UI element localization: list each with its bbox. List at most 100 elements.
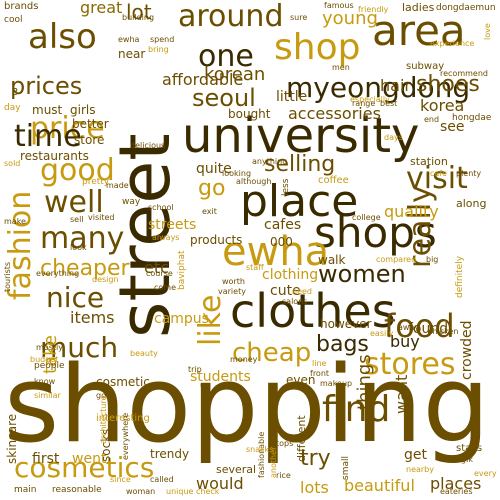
word-2: 2 xyxy=(204,451,212,465)
word-walk: walk xyxy=(318,253,346,267)
word-recommend: recommend xyxy=(440,69,488,78)
word-chicken: chicken xyxy=(428,327,459,336)
word-easily: easily xyxy=(370,329,394,338)
word-cheaper: cheaper xyxy=(40,256,130,281)
word-area: area xyxy=(372,6,466,55)
word-us: us xyxy=(200,381,210,390)
word-shoes: shoes xyxy=(416,72,480,97)
word-skincare: skincare xyxy=(5,413,19,464)
word-visited: visited xyxy=(88,213,115,222)
word-visit: visit xyxy=(406,161,468,196)
word-experience: experience xyxy=(430,39,475,48)
word-prices: prices xyxy=(10,72,83,100)
word-etc: etc xyxy=(144,258,169,277)
word-university: university xyxy=(182,108,420,164)
word-women: women xyxy=(318,260,406,288)
word-place: place xyxy=(240,176,359,227)
word-price: price xyxy=(30,111,105,146)
word-big: big xyxy=(426,255,439,264)
word-course: course xyxy=(146,269,173,278)
word-dongdaemun: dongdaemun xyxy=(436,3,496,13)
word-things: things xyxy=(354,354,375,410)
word-food: food xyxy=(384,307,455,345)
word-however: however xyxy=(320,317,372,331)
word-cool: cool xyxy=(4,15,23,25)
word-quite: quite xyxy=(196,161,232,177)
word-want: want xyxy=(392,374,411,414)
word-sold: sold xyxy=(4,159,21,168)
word-brands: brands xyxy=(4,1,39,12)
word-need: need xyxy=(292,287,312,296)
word-rice: rice xyxy=(276,471,291,480)
word-plenty: plenty xyxy=(456,169,482,178)
word-stalls: stalls xyxy=(456,443,483,454)
word-quality: quality xyxy=(384,202,439,221)
word-look: look xyxy=(70,243,87,252)
word-subway: subway xyxy=(406,61,445,72)
word-crowded: crowded xyxy=(459,320,475,380)
word-affordable: affordable xyxy=(162,70,244,89)
word-famous: famous xyxy=(324,1,354,10)
word-friendly: friendly xyxy=(358,5,389,14)
word-ewha-small: ewha xyxy=(118,35,140,44)
word-would: would xyxy=(196,474,244,493)
word-near: near xyxy=(118,47,146,61)
word-got: got xyxy=(96,391,110,400)
word-small: small xyxy=(341,456,351,480)
word-myeongdong: myeongdong xyxy=(286,71,471,104)
word-beautiful: beautiful xyxy=(344,476,415,495)
word-ewha: ewha xyxy=(222,229,330,275)
word-selling: selling xyxy=(264,152,336,177)
word-made: made xyxy=(106,181,129,190)
word-hair: hair xyxy=(380,76,411,95)
word-hongik: hongik xyxy=(446,455,473,464)
word-school: school xyxy=(148,203,174,212)
word-station: station xyxy=(410,155,448,168)
word-beauty: beauty xyxy=(130,349,158,358)
word-shop: shop xyxy=(274,27,361,68)
word-snacks: snacks xyxy=(246,445,274,454)
word-mostly: mostly xyxy=(36,343,63,352)
word-spend: spend xyxy=(150,35,175,44)
word-much: much xyxy=(40,331,119,364)
word-must: must xyxy=(32,103,63,117)
word-every: every xyxy=(474,469,497,478)
word-trendy: trendy xyxy=(150,447,190,461)
word-cafes: cafes xyxy=(264,217,302,233)
word-clothes: clothes xyxy=(230,284,396,338)
word-many: many xyxy=(40,221,125,256)
word-day: day xyxy=(4,103,21,113)
word-compared: compared xyxy=(376,255,417,264)
word-lots: lots xyxy=(300,478,329,497)
word-streets: streets xyxy=(148,217,197,233)
word-sell: sell xyxy=(70,215,84,224)
word-sure: sure xyxy=(290,13,308,22)
word-000: 000 xyxy=(270,235,293,249)
word-little: little xyxy=(276,89,308,105)
word-men: men xyxy=(332,63,350,72)
word-best: best xyxy=(380,99,398,108)
word-since: since xyxy=(110,475,131,484)
word-especially: especially xyxy=(350,95,390,104)
word-reasonable: reasonable xyxy=(52,485,102,495)
word-called: called xyxy=(150,475,174,484)
word-well: well xyxy=(44,185,104,220)
word-coffee: coffee xyxy=(318,175,349,186)
word-time: time xyxy=(14,119,82,154)
word-hongdae: hongdae xyxy=(452,113,492,123)
word-architecture: architecture xyxy=(99,395,108,444)
word-several: several xyxy=(216,463,257,476)
word-baviphat: baviphat xyxy=(177,250,187,290)
word-clothing: clothing xyxy=(262,267,319,283)
word-budget: budget xyxy=(30,355,59,364)
word-cafe: cafe xyxy=(430,169,448,178)
word-products: products xyxy=(190,233,243,247)
word-know: know xyxy=(34,377,56,386)
word-see: see xyxy=(440,119,465,135)
word-cheap: cheap xyxy=(232,338,312,368)
word-away: away xyxy=(398,323,420,332)
word-exit: exit xyxy=(202,207,217,216)
word-main: main xyxy=(14,485,37,495)
word-lot: lot xyxy=(126,0,152,24)
